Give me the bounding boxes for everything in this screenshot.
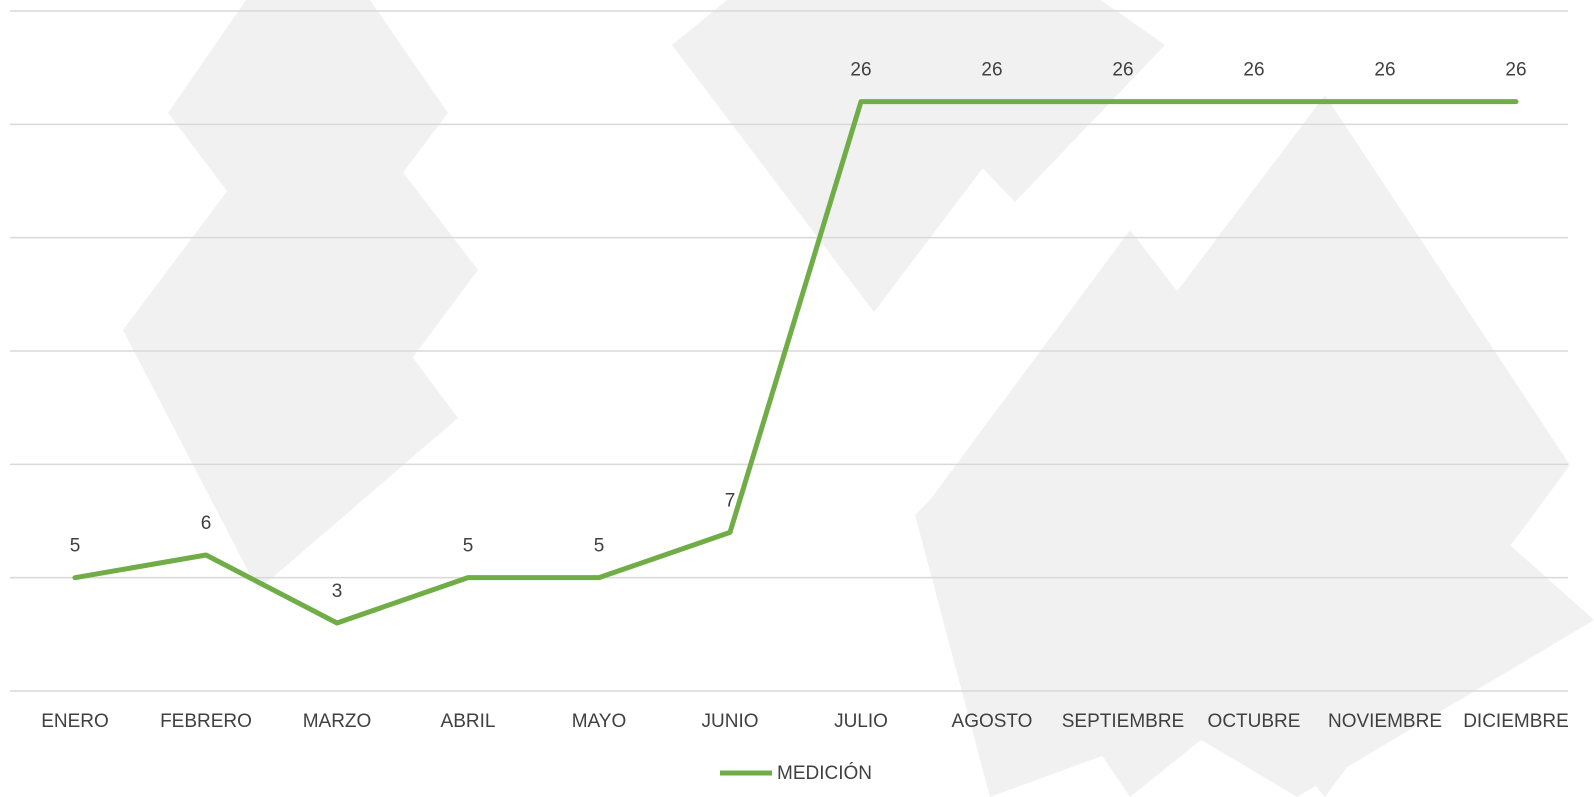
data-label: 26 <box>1243 60 1264 81</box>
x-tick-label: SEPTIEMBRE <box>1062 711 1184 732</box>
legend: MEDICIÓN <box>720 762 872 784</box>
legend-label: MEDICIÓN <box>777 762 872 784</box>
data-label: 26 <box>1505 60 1526 81</box>
grid <box>10 10 1568 692</box>
x-tick-label: OCTUBRE <box>1208 711 1301 732</box>
data-label: 5 <box>594 536 605 557</box>
data-label: 26 <box>1374 60 1395 81</box>
x-tick-label: JUNIO <box>702 711 759 732</box>
x-tick-label: ABRIL <box>441 711 496 732</box>
x-tick-label: ENERO <box>41 711 109 732</box>
background-decoration <box>123 0 1594 797</box>
x-tick-label: AGOSTO <box>952 711 1033 732</box>
data-line <box>72 99 1519 626</box>
data-label: 26 <box>981 60 1002 81</box>
x-tick-label: MAYO <box>572 711 627 732</box>
x-tick-label: FEBRERO <box>160 711 252 732</box>
x-tick-label: NOVIEMBRE <box>1328 711 1442 732</box>
data-label: 7 <box>725 490 736 511</box>
data-label: 5 <box>70 536 81 557</box>
plot: ENERO FEBRERO MARZO ABRIL MAYO JUNIO JULIO AGOS… <box>41 60 1569 732</box>
data-label: 6 <box>201 513 212 534</box>
x-tick-label: MARZO <box>303 711 372 732</box>
data-label: 3 <box>332 581 343 602</box>
data-label: 26 <box>850 60 871 81</box>
x-tick-label: JULIO <box>834 711 888 732</box>
data-label: 5 <box>463 536 474 557</box>
x-tick-label: DICIEMBRE <box>1463 711 1569 732</box>
data-label: 26 <box>1112 60 1133 81</box>
